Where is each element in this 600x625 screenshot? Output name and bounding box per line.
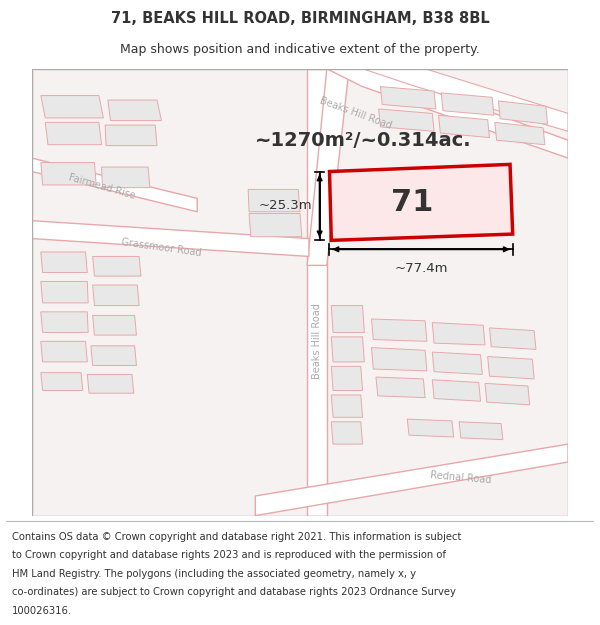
Polygon shape xyxy=(41,96,103,118)
Polygon shape xyxy=(459,422,503,439)
Polygon shape xyxy=(485,383,530,405)
Polygon shape xyxy=(32,221,309,256)
Polygon shape xyxy=(87,374,134,393)
Polygon shape xyxy=(432,322,485,345)
Polygon shape xyxy=(371,319,427,341)
Polygon shape xyxy=(379,109,434,131)
Polygon shape xyxy=(41,312,88,332)
Polygon shape xyxy=(249,214,302,237)
Polygon shape xyxy=(248,189,300,212)
Polygon shape xyxy=(331,395,362,418)
Text: Map shows position and indicative extent of the property.: Map shows position and indicative extent… xyxy=(120,44,480,56)
Polygon shape xyxy=(91,346,136,366)
Polygon shape xyxy=(331,337,364,362)
Polygon shape xyxy=(41,341,87,362)
Text: ~25.3m: ~25.3m xyxy=(259,199,313,212)
Text: Beaks Hill Road: Beaks Hill Road xyxy=(318,96,393,131)
Text: 71: 71 xyxy=(391,188,433,217)
Polygon shape xyxy=(499,101,548,124)
Text: HM Land Registry. The polygons (including the associated geometry, namely x, y: HM Land Registry. The polygons (includin… xyxy=(12,569,416,579)
Polygon shape xyxy=(41,281,88,303)
Polygon shape xyxy=(307,69,349,266)
Polygon shape xyxy=(329,164,513,241)
Polygon shape xyxy=(307,69,327,516)
Polygon shape xyxy=(441,93,494,115)
Polygon shape xyxy=(256,444,568,516)
Polygon shape xyxy=(32,69,568,516)
Text: Contains OS data © Crown copyright and database right 2021. This information is : Contains OS data © Crown copyright and d… xyxy=(12,531,461,541)
Polygon shape xyxy=(371,348,427,371)
Text: ~1270m²/~0.314ac.: ~1270m²/~0.314ac. xyxy=(256,131,472,150)
Polygon shape xyxy=(92,316,136,335)
Polygon shape xyxy=(108,100,161,121)
Polygon shape xyxy=(362,69,568,131)
Polygon shape xyxy=(380,87,436,109)
Text: Beaks Hill Road: Beaks Hill Road xyxy=(312,303,322,379)
Text: to Crown copyright and database rights 2023 and is reproduced with the permissio: to Crown copyright and database rights 2… xyxy=(12,550,446,560)
Polygon shape xyxy=(490,328,536,349)
Polygon shape xyxy=(32,158,197,212)
Polygon shape xyxy=(101,167,150,187)
Text: ~77.4m: ~77.4m xyxy=(394,262,448,275)
Text: Rednal Road: Rednal Road xyxy=(430,471,492,486)
Polygon shape xyxy=(488,356,534,379)
Text: co-ordinates) are subject to Crown copyright and database rights 2023 Ordnance S: co-ordinates) are subject to Crown copyr… xyxy=(12,588,456,598)
Polygon shape xyxy=(327,69,568,158)
Polygon shape xyxy=(439,115,490,138)
Polygon shape xyxy=(495,122,545,145)
Polygon shape xyxy=(407,419,454,437)
Polygon shape xyxy=(41,372,83,391)
Polygon shape xyxy=(376,377,425,398)
Text: Grassmoor Road: Grassmoor Road xyxy=(121,237,202,258)
Polygon shape xyxy=(41,162,96,185)
Text: 71, BEAKS HILL ROAD, BIRMINGHAM, B38 8BL: 71, BEAKS HILL ROAD, BIRMINGHAM, B38 8BL xyxy=(110,11,490,26)
Polygon shape xyxy=(331,422,362,444)
Polygon shape xyxy=(432,352,482,374)
Polygon shape xyxy=(41,252,87,272)
Polygon shape xyxy=(45,122,101,145)
Polygon shape xyxy=(331,306,364,332)
Polygon shape xyxy=(92,256,141,276)
Text: 100026316.: 100026316. xyxy=(12,606,72,616)
Polygon shape xyxy=(105,125,157,146)
Polygon shape xyxy=(92,285,139,306)
Polygon shape xyxy=(331,366,362,391)
Text: Fairmead Rise: Fairmead Rise xyxy=(67,173,136,201)
Polygon shape xyxy=(432,380,481,401)
